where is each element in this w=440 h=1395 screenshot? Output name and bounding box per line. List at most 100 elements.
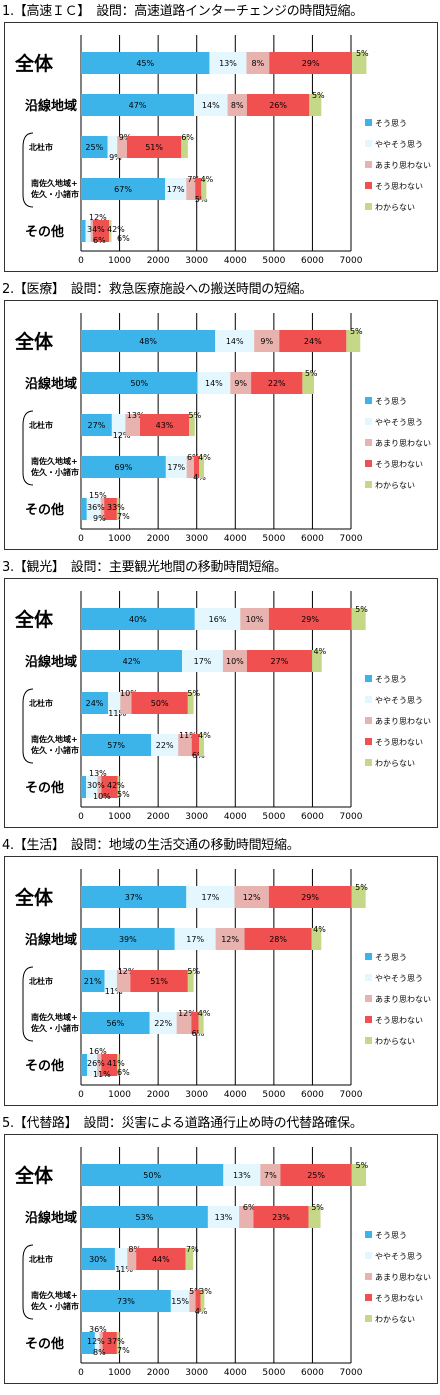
row-label-total: 全体 [14,1164,54,1187]
row-label-south: 佐久・小諸市 [30,1301,79,1311]
legend-label: ややそう思う [375,140,423,149]
bar-segment [187,970,194,992]
data-label: 9% [93,514,106,523]
group-bracket [22,966,34,1042]
bar-segment [186,456,195,478]
bar-segment [86,498,101,520]
bar-segment [254,330,280,352]
data-label: 29% [302,59,320,68]
data-label: 23% [272,1213,290,1222]
data-label: 6% [117,234,130,243]
data-label: 51% [145,143,163,152]
x-tick-label: 6000 [301,1090,324,1100]
x-tick-label: 7000 [340,1090,363,1100]
legend-swatch [365,418,372,425]
legend-label: わからない [375,481,415,490]
x-tick-label: 4000 [224,812,247,822]
bar-segment [81,220,86,242]
legend-swatch [365,140,372,147]
bar-segment [92,220,110,242]
data-label: 3% [199,1287,212,1296]
data-label: 45% [136,59,154,68]
data-label: 73% [117,1297,135,1306]
bar-segment [309,94,322,116]
data-label: 30% [87,781,105,790]
data-label: 69% [115,463,133,472]
bar-segment [209,52,247,74]
data-label: 5% [305,369,318,378]
bar-segment [176,1012,192,1034]
data-label: 7% [187,175,200,184]
bar-segment [81,608,195,630]
bar-segment [125,414,141,436]
bar-segment [140,414,189,436]
row-label-total: 全体 [14,330,54,353]
data-label: 30% [89,1255,107,1264]
data-label: 44% [152,1255,170,1264]
legend-swatch [365,1252,372,1259]
bar-segment [104,970,117,992]
bar-segment [81,372,198,394]
group-bracket [22,1244,34,1320]
bar-segment [81,456,166,478]
bar-segment [351,886,366,908]
bar-segment [346,330,361,352]
bar-segment [246,52,270,74]
x-tick-label: 5000 [262,256,285,266]
bar-segment [114,1248,128,1270]
data-label: 5% [187,967,200,976]
bar-segment [117,776,120,798]
x-tick-label: 1000 [108,256,131,266]
legend-label: わからない [375,1037,415,1046]
bar-segment [246,94,310,116]
bar-segment [182,650,223,672]
x-tick-label: 6000 [301,534,324,544]
legend-label: そう思う [375,953,407,962]
x-tick-label: 2000 [147,534,170,544]
legend-label: そう思わない [375,182,423,191]
data-label: 12% [89,213,107,222]
data-label: 24% [86,699,104,708]
legend-swatch [365,1294,372,1301]
data-label: 37% [107,1337,125,1346]
bar-segment [102,1332,117,1354]
legend-label: わからない [375,203,415,212]
bar-segment [81,1332,95,1354]
legend-swatch [365,1016,372,1023]
chart-panel: 0 1000 2000 3000 4000 5000 6000 7000 全体 沿線地域 北杜市 南佐… [4,578,438,828]
x-tick-label: 2000 [147,812,170,822]
bar-segment [120,692,132,714]
x-tick-label: 3000 [185,256,208,266]
bar-segment [109,220,112,242]
legend-label: あまり思わない [375,995,431,1004]
data-label: 8% [251,59,264,68]
row-label-south: 南佐久地域+ [31,1290,78,1300]
x-tick-label: 5000 [262,1368,285,1378]
bar-segment [199,456,205,478]
survey-section: 4.【生活】 設問：地域の生活交通の移動時間短縮。 0 1000 2000 3000 40… [0,834,440,1110]
bar-segment [195,1290,201,1312]
row-label-along: 沿線地域 [25,932,77,948]
x-tick-label: 1000 [108,1090,131,1100]
bar-segment [85,220,91,242]
data-label: 12% [221,935,239,944]
data-label: 12% [113,431,131,440]
x-tick-label: 7000 [340,812,363,822]
bar-segment [311,928,322,950]
data-label: 33% [107,503,125,512]
data-label: 21% [84,977,102,986]
x-tick-label: 3000 [185,534,208,544]
data-label: 53% [136,1213,154,1222]
bar-segment [240,608,269,630]
data-label: 34% [87,225,105,234]
bar-segment [111,414,126,436]
row-label-south: 佐久・小諸市 [30,467,79,477]
legend-label: そう思わない [375,738,423,747]
data-label: 6% [243,1203,256,1212]
bar-segment [181,136,188,158]
legend-label: そう思う [375,119,407,128]
bar-segment [199,734,205,756]
bar-segment [136,1248,186,1270]
bar-segment [178,734,192,756]
bar-segment [198,1012,204,1034]
